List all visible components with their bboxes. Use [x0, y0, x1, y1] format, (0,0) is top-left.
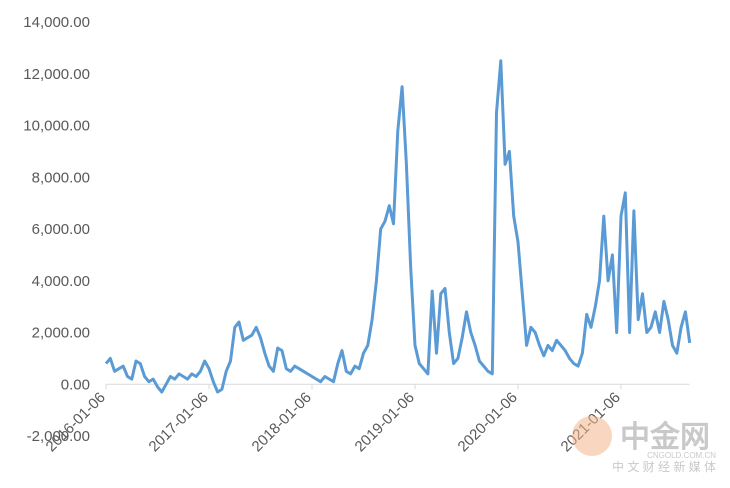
x-tick-label: 2017-01-06 [146, 389, 212, 455]
y-tick-label: 8,000.00 [32, 169, 90, 186]
y-tick-label: 14,000.00 [23, 14, 90, 31]
y-tick-label: -2,000.00 [27, 428, 90, 445]
series-line [104, 59, 692, 394]
y-tick-label: 0.00 [61, 376, 90, 393]
watermark-logo: 中金网 [620, 420, 710, 454]
x-tick-label: 2019-01-06 [352, 389, 418, 455]
watermark-icon [572, 416, 612, 456]
x-tick-label: 2018-01-06 [249, 389, 315, 455]
x-tick-label: 2016-01-06 [43, 389, 109, 455]
watermark-site: CNGOLD.COM.CN [647, 451, 716, 460]
watermark-slogan: 中 文 财 经 新 媒 体 [612, 459, 716, 474]
y-tick-label: 6,000.00 [32, 221, 90, 238]
x-tick-label: 2020-01-06 [455, 389, 521, 455]
y-tick-label: 2,000.00 [32, 325, 90, 342]
y-tick-label: 4,000.00 [32, 273, 90, 290]
y-tick-label: 12,000.00 [23, 66, 90, 83]
y-tick-label: 10,000.00 [23, 118, 90, 135]
